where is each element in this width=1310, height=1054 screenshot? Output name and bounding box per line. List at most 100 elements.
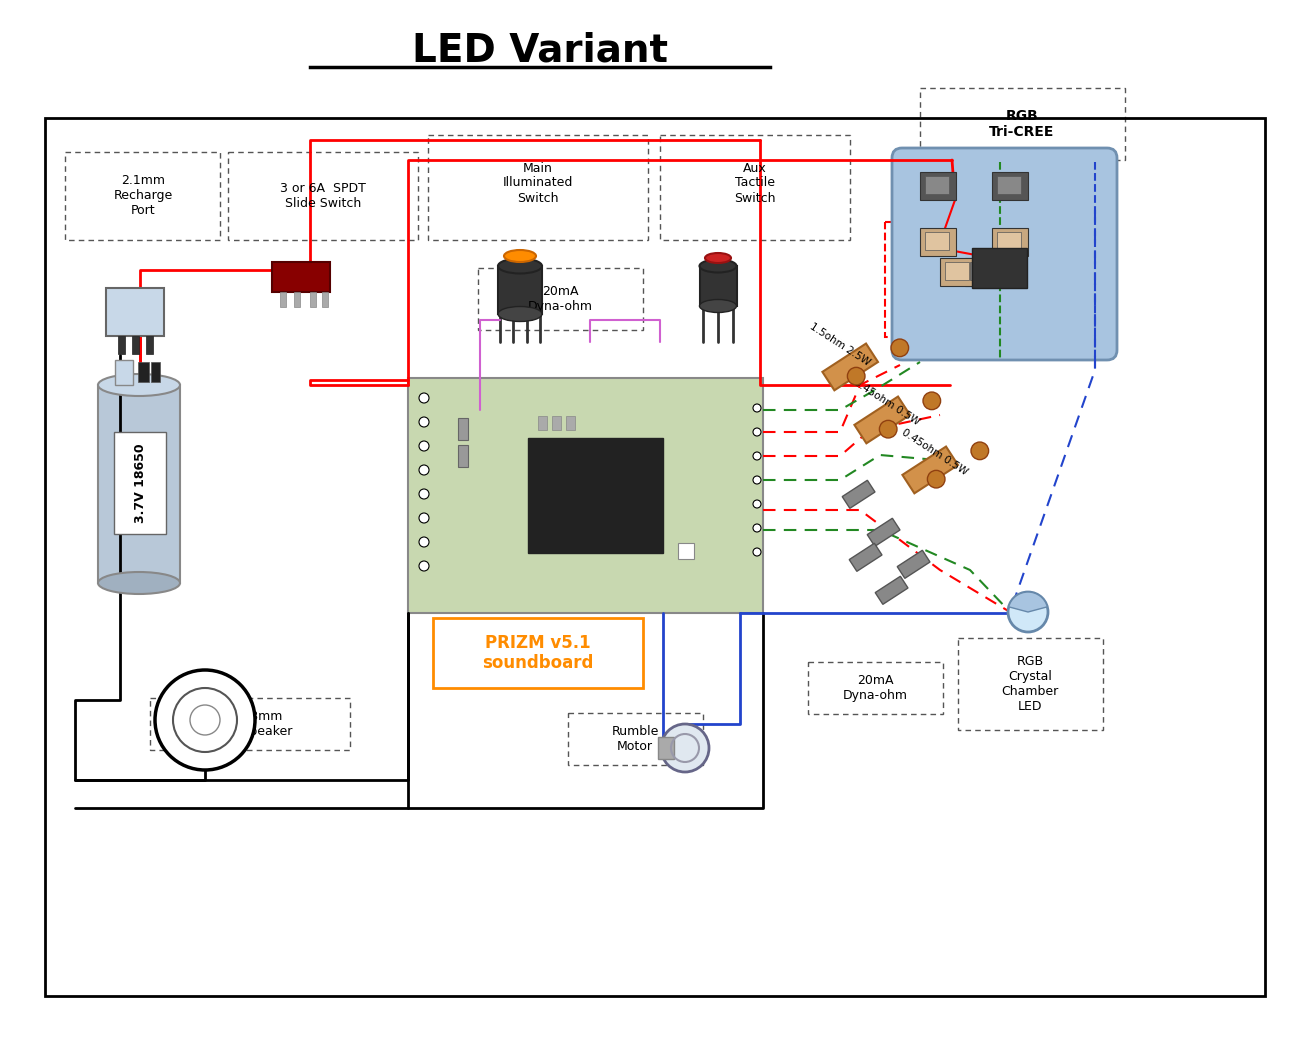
Ellipse shape — [705, 253, 731, 264]
Bar — [310, 292, 316, 307]
Bar — [552, 416, 561, 430]
Text: 3 or 6A  SPDT
Slide Switch: 3 or 6A SPDT Slide Switch — [280, 182, 365, 210]
Bar — [151, 698, 350, 750]
Ellipse shape — [971, 442, 989, 460]
Bar — [45, 118, 1265, 996]
Circle shape — [753, 500, 761, 508]
Circle shape — [753, 524, 761, 532]
Ellipse shape — [927, 470, 945, 488]
FancyBboxPatch shape — [892, 148, 1117, 360]
Bar — [658, 737, 675, 759]
Circle shape — [419, 513, 428, 523]
Bar — [228, 152, 418, 240]
Bar — [458, 418, 468, 440]
Bar — [660, 135, 850, 240]
Bar — [458, 445, 468, 467]
Bar — [106, 288, 164, 336]
Bar — [322, 292, 328, 307]
Bar — [434, 618, 643, 688]
Ellipse shape — [504, 250, 536, 262]
Bar — [114, 432, 166, 534]
Bar — [538, 416, 548, 430]
Bar — [407, 378, 762, 613]
Bar — [498, 266, 542, 314]
Bar — [886, 222, 1000, 337]
Bar — [867, 519, 900, 546]
Bar — [920, 228, 956, 256]
Bar — [925, 232, 948, 250]
Bar — [997, 176, 1020, 194]
Bar — [280, 292, 286, 307]
Text: Aux
Tactile
Switch: Aux Tactile Switch — [734, 161, 776, 204]
Text: LED Variant: LED Variant — [413, 31, 668, 69]
Bar — [272, 262, 330, 292]
Bar — [138, 362, 149, 382]
Text: 2.1mm
Recharge
Port: 2.1mm Recharge Port — [114, 175, 173, 217]
Text: Rumble
Motor: Rumble Motor — [612, 725, 659, 753]
Bar — [925, 176, 948, 194]
Text: 20mA
Dyna-ohm: 20mA Dyna-ohm — [528, 285, 592, 313]
Bar — [145, 336, 153, 354]
Circle shape — [419, 465, 428, 475]
Bar — [842, 481, 875, 508]
Bar — [528, 438, 663, 553]
Bar — [569, 713, 703, 765]
Bar — [118, 336, 124, 354]
Circle shape — [753, 428, 761, 436]
Text: RGB
Tri-CREE: RGB Tri-CREE — [989, 109, 1055, 139]
Bar — [428, 135, 648, 240]
Bar — [700, 266, 738, 306]
Text: PRIZM v5.1
soundboard: PRIZM v5.1 soundboard — [482, 633, 593, 672]
Bar — [920, 172, 956, 200]
Circle shape — [753, 476, 761, 484]
Bar — [903, 447, 958, 493]
Text: 0.45ohm 0.5W: 0.45ohm 0.5W — [900, 427, 969, 477]
Bar — [132, 336, 139, 354]
Text: 1.5ohm 2.5W: 1.5ohm 2.5W — [808, 321, 872, 368]
Bar — [151, 362, 160, 382]
Bar — [897, 550, 930, 579]
Bar — [823, 344, 878, 390]
Circle shape — [419, 489, 428, 499]
Circle shape — [753, 548, 761, 557]
Ellipse shape — [98, 572, 179, 594]
Text: 3.7V 18650: 3.7V 18650 — [134, 443, 147, 523]
Bar — [854, 396, 910, 444]
Bar — [992, 172, 1028, 200]
Wedge shape — [1009, 592, 1047, 612]
Circle shape — [419, 441, 428, 451]
Bar — [66, 152, 220, 240]
Circle shape — [155, 670, 255, 770]
Bar — [965, 258, 1001, 286]
Bar — [98, 385, 179, 583]
Ellipse shape — [924, 392, 941, 410]
Circle shape — [662, 724, 709, 772]
Ellipse shape — [879, 421, 897, 438]
Bar — [808, 662, 943, 714]
Bar — [997, 232, 1020, 250]
Ellipse shape — [848, 368, 865, 385]
Bar — [969, 262, 994, 280]
Bar — [679, 543, 694, 559]
Circle shape — [753, 452, 761, 460]
Ellipse shape — [498, 307, 542, 321]
Ellipse shape — [98, 374, 179, 396]
Circle shape — [1007, 592, 1048, 632]
Text: 0.45ohm 0.5W: 0.45ohm 0.5W — [852, 377, 921, 427]
Bar — [293, 292, 300, 307]
Text: Main
Illuminated
Switch: Main Illuminated Switch — [503, 161, 574, 204]
Text: RGB
Crystal
Chamber
LED: RGB Crystal Chamber LED — [1001, 655, 1058, 713]
Bar — [875, 577, 908, 604]
Ellipse shape — [891, 339, 909, 356]
Bar — [972, 248, 1027, 288]
Ellipse shape — [700, 299, 736, 312]
Circle shape — [419, 536, 428, 547]
Bar — [958, 638, 1103, 730]
Circle shape — [419, 561, 428, 571]
Bar — [920, 87, 1125, 160]
Text: 2W 28mm
Bass Speaker: 2W 28mm Bass Speaker — [208, 710, 292, 738]
Bar — [115, 360, 134, 385]
Text: 20mA
Dyna-ohm: 20mA Dyna-ohm — [842, 674, 908, 702]
Bar — [945, 262, 969, 280]
Bar — [849, 543, 882, 571]
